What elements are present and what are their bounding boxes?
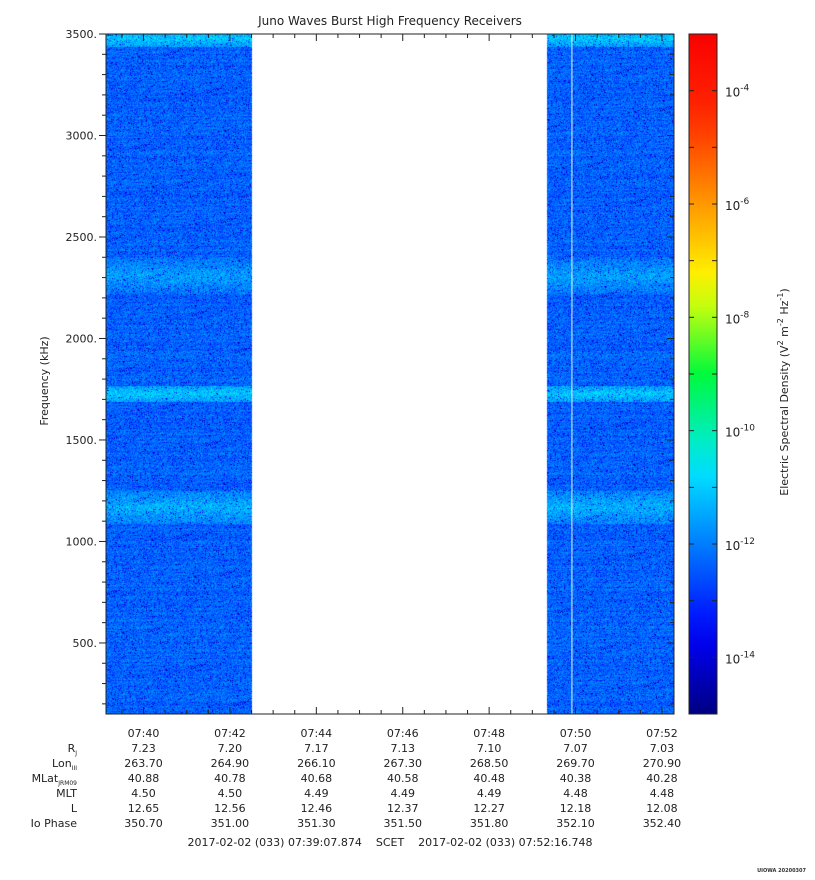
ephemeris-value: 4.50 xyxy=(131,787,156,800)
ephemeris-value: 40.38 xyxy=(560,772,592,785)
ephemeris-value: 4.49 xyxy=(390,787,415,800)
ephemeris-row-label: MLatJRM09 xyxy=(32,772,78,787)
spectrogram-plot-area xyxy=(105,33,675,715)
chart-title: Juno Waves Burst High Frequency Receiver… xyxy=(257,14,522,28)
ephemeris-value: 350.70 xyxy=(124,817,163,830)
ephemeris-value: 268.50 xyxy=(470,757,509,770)
ephemeris-value: 7.23 xyxy=(131,742,156,755)
ephemeris-value: 12.37 xyxy=(387,802,419,815)
frequency-axis-label: Frequency (kHz) xyxy=(38,336,51,425)
colorbar-tick-label: 10-14 xyxy=(725,650,755,666)
ephemeris-value: 12.27 xyxy=(473,802,505,815)
ephemeris-value: 12.56 xyxy=(214,802,246,815)
y-tick-label: 2500. xyxy=(66,231,98,244)
ephemeris-row-label: MLT xyxy=(56,787,77,800)
ephemeris-value: 351.50 xyxy=(383,817,422,830)
colorbar-tick-label: 10-4 xyxy=(725,84,750,100)
ephemeris-value: 269.70 xyxy=(556,757,595,770)
ephemeris-value: 12.65 xyxy=(128,802,160,815)
spectrogram-image xyxy=(106,34,674,714)
ephemeris-value: 40.48 xyxy=(473,772,505,785)
scet-time-range-footer: 2017-02-02 (033) 07:39:07.874 SCET 2017-… xyxy=(187,836,592,849)
ephemeris-value: 352.10 xyxy=(556,817,595,830)
ephemeris-value: 4.49 xyxy=(477,787,502,800)
y-tick-label: 2000. xyxy=(66,332,98,345)
colorbar-tick-label: 10-10 xyxy=(725,424,755,440)
ephemeris-value: 40.58 xyxy=(387,772,419,785)
ephemeris-value: 12.08 xyxy=(646,802,678,815)
ephemeris-value: 7.20 xyxy=(218,742,243,755)
colorbar-tick-label: 10-12 xyxy=(725,537,755,553)
colorbar: 10-4 10-6 10-8 10-10 10-12 10-14 xyxy=(688,33,755,715)
ephemeris-value: 7.10 xyxy=(477,742,502,755)
y-tick-label: 1500. xyxy=(66,434,98,447)
x-tick-label: 07:42 xyxy=(214,727,246,740)
y-tick-label: 3500. xyxy=(66,28,98,41)
y-tick-label: 1000. xyxy=(66,535,98,548)
ephemeris-value: 266.10 xyxy=(297,757,336,770)
ephemeris-table: RJ 7.23 7.20 7.17 7.13 7.10 7.07 7.03 LonIII 263.… xyxy=(31,742,682,830)
y-tick-label: 500. xyxy=(73,637,98,650)
colorbar-label: Electric Spectral Density (V2 m-2 Hz-1) xyxy=(776,288,791,495)
x-tick-label: 07:40 xyxy=(128,727,160,740)
ephemeris-value: 263.70 xyxy=(124,757,163,770)
ephemeris-value: 351.00 xyxy=(211,817,250,830)
x-tick-label: 07:46 xyxy=(387,727,419,740)
ephemeris-value: 4.48 xyxy=(563,787,588,800)
x-tick-label: 07:52 xyxy=(646,727,678,740)
ephemeris-value: 351.80 xyxy=(470,817,509,830)
x-tick-label: 07:44 xyxy=(300,727,332,740)
ephemeris-value: 351.30 xyxy=(297,817,336,830)
x-tick-label: 07:50 xyxy=(560,727,592,740)
frequency-axis: 500. 1000. 1500. 2000. 2500. 3000. 3500. xyxy=(66,28,674,705)
ephemeris-row-label: RJ xyxy=(68,742,78,757)
ephemeris-value: 7.17 xyxy=(304,742,329,755)
ephemeris-value: 264.90 xyxy=(211,757,250,770)
y-tick-label: 3000. xyxy=(66,129,98,142)
ephemeris-value: 40.88 xyxy=(128,772,160,785)
plot-frame xyxy=(105,33,675,715)
ephemeris-row-label: L xyxy=(71,802,78,815)
x-tick-label: 07:48 xyxy=(473,727,505,740)
ephemeris-value: 270.90 xyxy=(643,757,682,770)
ephemeris-value: 12.46 xyxy=(301,802,333,815)
colorbar-tick-label: 10-8 xyxy=(725,310,750,326)
ephemeris-row-label: LonIII xyxy=(52,757,77,772)
ephemeris-value: 4.48 xyxy=(650,787,675,800)
ephemeris-value: 4.50 xyxy=(218,787,243,800)
ephemeris-value: 40.28 xyxy=(646,772,678,785)
ephemeris-value: 40.78 xyxy=(214,772,246,785)
ephemeris-value: 7.03 xyxy=(650,742,675,755)
time-axis: 07:40 07:42 07:44 07:46 07:48 07:50 07:52 xyxy=(121,34,678,740)
ephemeris-value: 7.07 xyxy=(563,742,588,755)
ephemeris-value: 40.68 xyxy=(301,772,333,785)
ephemeris-row-label: Io Phase xyxy=(31,817,78,830)
ephemeris-value: 352.40 xyxy=(643,817,682,830)
ephemeris-value: 4.49 xyxy=(304,787,329,800)
ephemeris-value: 12.18 xyxy=(560,802,592,815)
ephemeris-value: 267.30 xyxy=(383,757,422,770)
colorbar-tick-label: 10-6 xyxy=(725,197,750,213)
uiowa-stamp: UIOWA 20200307 xyxy=(757,868,806,874)
ephemeris-value: 7.13 xyxy=(390,742,415,755)
